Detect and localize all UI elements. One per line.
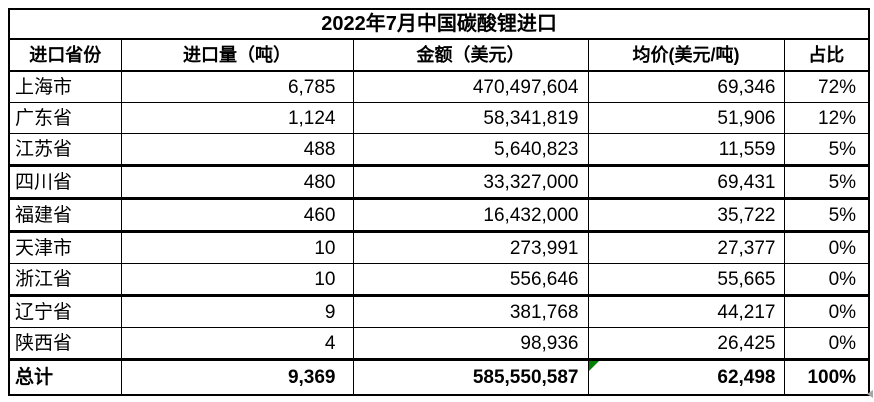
table-row: 辽宁省 9 381,768 44,217 0%	[8, 295, 870, 328]
share-cell: 12%	[783, 102, 870, 134]
column-header-province: 进口省份	[8, 38, 122, 72]
province-cell: 浙江省	[8, 263, 122, 297]
amount-cell: 381,768	[352, 295, 589, 328]
avg-price-cell: 69,346	[587, 70, 785, 103]
total-row: 总计 9,369 585,550,587 62,498 100%	[8, 358, 870, 396]
total-amount-cell: 585,550,587	[352, 358, 589, 396]
volume-cell: 6,785	[120, 70, 354, 103]
province-cell: 江苏省	[8, 133, 122, 167]
table-row: 广东省 1,124 58,341,819 51,906 12%	[8, 102, 870, 134]
amount-cell: 5,640,823	[352, 133, 589, 167]
cursor-artifact-icon	[867, 390, 873, 398]
avg-price-cell: 44,217	[587, 295, 785, 328]
share-cell: 5%	[783, 198, 870, 233]
avg-price-cell: 27,377	[587, 231, 785, 264]
table-row: 陕西省 4 98,936 26,425 0%	[8, 327, 870, 361]
volume-cell: 10	[120, 231, 354, 264]
province-cell: 福建省	[8, 198, 122, 233]
import-data-table: 2022年7月中国碳酸锂进口 进口省份 进口量（吨） 金额（美元） 均价(美元/吨) 占…	[8, 8, 871, 396]
province-cell: 上海市	[8, 70, 122, 103]
total-volume-cell: 9,369	[120, 358, 354, 396]
province-cell: 陕西省	[8, 327, 122, 361]
province-cell: 广东省	[8, 102, 122, 134]
avg-price-cell: 51,906	[587, 102, 785, 134]
table-row: 上海市 6,785 470,497,604 69,346 72%	[8, 70, 870, 103]
table-row: 江苏省 488 5,640,823 11,559 5%	[8, 133, 870, 167]
share-cell: 0%	[783, 231, 870, 264]
volume-cell: 9	[120, 295, 354, 328]
amount-cell: 470,497,604	[352, 70, 589, 103]
total-province-cell: 总计	[8, 358, 122, 396]
share-cell: 5%	[783, 133, 870, 167]
province-cell: 辽宁省	[8, 295, 122, 328]
title-row: 2022年7月中国碳酸锂进口	[8, 8, 870, 40]
amount-cell: 16,432,000	[352, 198, 589, 233]
avg-price-cell: 55,665	[587, 263, 785, 297]
amount-cell: 98,936	[352, 327, 589, 361]
amount-cell: 273,991	[352, 231, 589, 264]
total-avg-price-cell: 62,498	[587, 358, 785, 396]
volume-cell: 460	[120, 198, 354, 233]
share-cell: 72%	[783, 70, 870, 103]
share-cell: 5%	[783, 165, 870, 200]
province-cell: 天津市	[8, 231, 122, 264]
table-row: 天津市 10 273,991 27,377 0%	[8, 231, 870, 264]
header-row: 进口省份 进口量（吨） 金额（美元） 均价(美元/吨) 占比	[8, 38, 870, 72]
column-header-amount: 金额（美元）	[352, 38, 589, 72]
column-header-share: 占比	[783, 38, 870, 72]
total-share-cell: 100%	[783, 358, 870, 396]
volume-cell: 480	[120, 165, 354, 200]
volume-cell: 4	[120, 327, 354, 361]
share-cell: 0%	[783, 263, 870, 297]
avg-price-cell: 35,722	[587, 198, 785, 233]
column-header-volume: 进口量（吨）	[120, 38, 354, 72]
column-header-avg-price: 均价(美元/吨)	[587, 38, 785, 72]
table-title: 2022年7月中国碳酸锂进口	[8, 8, 870, 40]
volume-cell: 488	[120, 133, 354, 167]
cell-error-flag-icon	[589, 362, 599, 371]
table-row: 浙江省 10 556,646 55,665 0%	[8, 263, 870, 297]
avg-price-cell: 69,431	[587, 165, 785, 200]
table-row: 四川省 480 33,327,000 69,431 5%	[8, 165, 870, 200]
volume-cell: 1,124	[120, 102, 354, 134]
avg-price-cell: 11,559	[587, 133, 785, 167]
share-cell: 0%	[783, 327, 870, 361]
table-row: 福建省 460 16,432,000 35,722 5%	[8, 198, 870, 233]
amount-cell: 33,327,000	[352, 165, 589, 200]
amount-cell: 556,646	[352, 263, 589, 297]
province-cell: 四川省	[8, 165, 122, 200]
share-cell: 0%	[783, 295, 870, 328]
avg-price-cell: 26,425	[587, 327, 785, 361]
volume-cell: 10	[120, 263, 354, 297]
amount-cell: 58,341,819	[352, 102, 589, 134]
